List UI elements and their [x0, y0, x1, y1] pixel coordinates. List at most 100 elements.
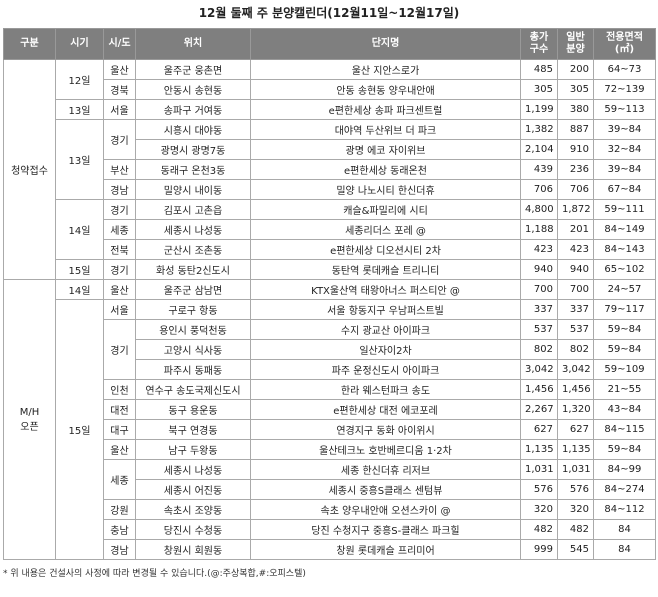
table-cell: 울산테크노 호반베르디움 1·2차	[250, 439, 521, 460]
table-cell: 경남	[103, 179, 136, 200]
table-cell: 4,800	[520, 199, 558, 220]
table-cell: 700	[520, 279, 558, 300]
table-cell: 380	[557, 99, 594, 120]
table-cell: 15일	[55, 299, 104, 560]
table-cell: 201	[557, 219, 594, 240]
table-cell: 북구 연경동	[135, 419, 251, 440]
table-cell: 24~57	[593, 279, 656, 300]
table-cell: 1,188	[520, 219, 558, 240]
table-row: 15일 서울 구로구 항동 서울 항동지구 우남퍼스트빌 337 337 79~117	[4, 299, 656, 560]
table-cell: 940	[557, 259, 594, 280]
header-cell: 시/도	[103, 28, 136, 60]
table-cell: 482	[520, 519, 558, 540]
table-cell: 84~274	[593, 479, 656, 500]
table-cell: 59~84	[593, 319, 656, 340]
table-cell: M/H 오픈	[3, 279, 56, 560]
table-cell: 67~84	[593, 179, 656, 200]
table-cell: 경기	[103, 119, 136, 160]
table-cell: 울산	[103, 439, 136, 460]
table-cell: 서울	[103, 99, 136, 120]
header-cell: 단지명	[250, 28, 521, 60]
header-row: 구분 시기 시/도 위치 단지명 총가 구수 일반 분양 전용면적 (㎡)	[3, 28, 656, 60]
table-cell: 광명시 광명7동	[135, 139, 251, 160]
table-cell: 305	[520, 79, 558, 100]
table-cell: 485	[520, 59, 558, 80]
table-cell: 서울 항동지구 우남퍼스트빌	[250, 299, 521, 320]
table-cell: 강원	[103, 499, 136, 520]
table-row: 13일 경기 시흥시 대야동 대야역 두산위브 더 파크 1,382 887 39~84	[4, 119, 656, 200]
table-row: 고양시 식사동 일산자이2차 802 802 59~84	[4, 339, 656, 360]
table-cell: 전북	[103, 239, 136, 260]
table-cell: 802	[520, 339, 558, 360]
table-cell: 236	[557, 159, 594, 180]
table-cell: 1,031	[520, 459, 558, 480]
table-row: 대구 북구 연경동 연경지구 동화 아이위시 627 627 84~115	[4, 419, 656, 440]
table-cell: 울산	[103, 59, 136, 80]
table-row: 부산 동래구 온천3동 e편한세상 동래온천 439 236 39~84	[4, 159, 656, 180]
table-cell: 59~109	[593, 359, 656, 380]
table-cell: 423	[557, 239, 594, 260]
table-cell: 940	[520, 259, 558, 280]
table-cell: 당진 수청지구 중흥S-클래스 파크힐	[250, 519, 521, 540]
table-cell: 482	[557, 519, 594, 540]
table-cell: 999	[520, 539, 558, 560]
calendar-table: 구분 시기 시/도 위치 단지명 총가 구수 일반 분양 전용면적 (㎡) 청약접수 12일 울산…	[3, 28, 656, 560]
table-cell: 84~99	[593, 459, 656, 480]
table-cell: 3,042	[520, 359, 558, 380]
table-cell: 1,199	[520, 99, 558, 120]
table-cell: 84~149	[593, 219, 656, 240]
table-cell: 84~112	[593, 499, 656, 520]
table-cell: 1,135	[520, 439, 558, 460]
table-cell: 439	[520, 159, 558, 180]
table-cell: 안동시 송현동	[135, 79, 251, 100]
table-cell: 706	[557, 179, 594, 200]
footnote: * 위 내용은 건설사의 사정에 따라 변경될 수 있습니다.(@:주상복합,#…	[3, 569, 306, 579]
table-cell: 세종리더스 포레 @	[250, 219, 521, 240]
table-cell: 밀양시 내이동	[135, 179, 251, 200]
table-row: 전북 군산시 조촌동 e편한세상 디오션시티 2차 423 423 84~143	[4, 239, 656, 260]
table-cell: 경남	[103, 539, 136, 560]
table-cell: 경기	[103, 259, 136, 280]
table-cell: 구로구 항동	[135, 299, 251, 320]
table-cell: 84~115	[593, 419, 656, 440]
table-cell: 14일	[55, 199, 104, 260]
table-cell: 안동 송현동 양우내안애	[250, 79, 521, 100]
table-cell: e편한세상 디오션시티 2차	[250, 239, 521, 260]
table-row: 세종시 어진동 세종시 중흥S클래스 센텀뷰 576 576 84~274	[4, 479, 656, 500]
table-cell: 79~117	[593, 299, 656, 320]
table-cell: 동래구 온천3동	[135, 159, 251, 180]
table-row: 광명시 광명7동 광명 에코 자이위브 2,104 910 32~84	[4, 139, 656, 160]
table-cell: 3,042	[557, 359, 594, 380]
table-cell: e편한세상 송파 파크센트럴	[250, 99, 521, 120]
table-cell: 대전	[103, 399, 136, 420]
table-row: 14일 경기 김포시 고촌읍 캐슬&파밀리에 시티 4,800 1,872 59~111	[4, 199, 656, 260]
table-cell: 59~113	[593, 99, 656, 120]
title: 12월 둘째 주 분양캘린더(12월11일~12월17일)	[198, 6, 460, 20]
table-cell: 14일	[55, 279, 104, 300]
table-body: 청약접수 12일 울산 울주군 웅촌면 울산 지안스로가 485 200 64~73 경북 안동시…	[3, 59, 656, 560]
table-cell: 627	[520, 419, 558, 440]
table-cell: 파주시 동패동	[135, 359, 251, 380]
table-cell: 200	[557, 59, 594, 80]
table-cell: 울산 지안스로가	[250, 59, 521, 80]
table-cell: e편한세상 동래온천	[250, 159, 521, 180]
table-cell: 13일	[55, 119, 104, 200]
table-cell: 캐슬&파밀리에 시티	[250, 199, 521, 220]
table-cell: 43~84	[593, 399, 656, 420]
table-cell: 72~139	[593, 79, 656, 100]
table-cell: 320	[557, 499, 594, 520]
table-cell: 세종시 중흥S클래스 센텀뷰	[250, 479, 521, 500]
table-cell: 84~143	[593, 239, 656, 260]
table-cell: 김포시 고촌읍	[135, 199, 251, 220]
table-row: 경북 안동시 송현동 안동 송현동 양우내안애 305 305 72~139	[4, 79, 656, 100]
table-cell: 대구	[103, 419, 136, 440]
table-cell: 1,031	[557, 459, 594, 480]
table-cell: 세종	[103, 219, 136, 240]
table-row: 청약접수 12일 울산 울주군 웅촌면 울산 지안스로가 485 200 64~73	[3, 59, 656, 280]
table-cell: 337	[520, 299, 558, 320]
table-cell: 세종 한신더휴 리저브	[250, 459, 521, 480]
table-cell: 1,320	[557, 399, 594, 420]
table-cell: 320	[520, 499, 558, 520]
table-cell: e편한세상 대전 에코포레	[250, 399, 521, 420]
table-cell: 39~84	[593, 159, 656, 180]
